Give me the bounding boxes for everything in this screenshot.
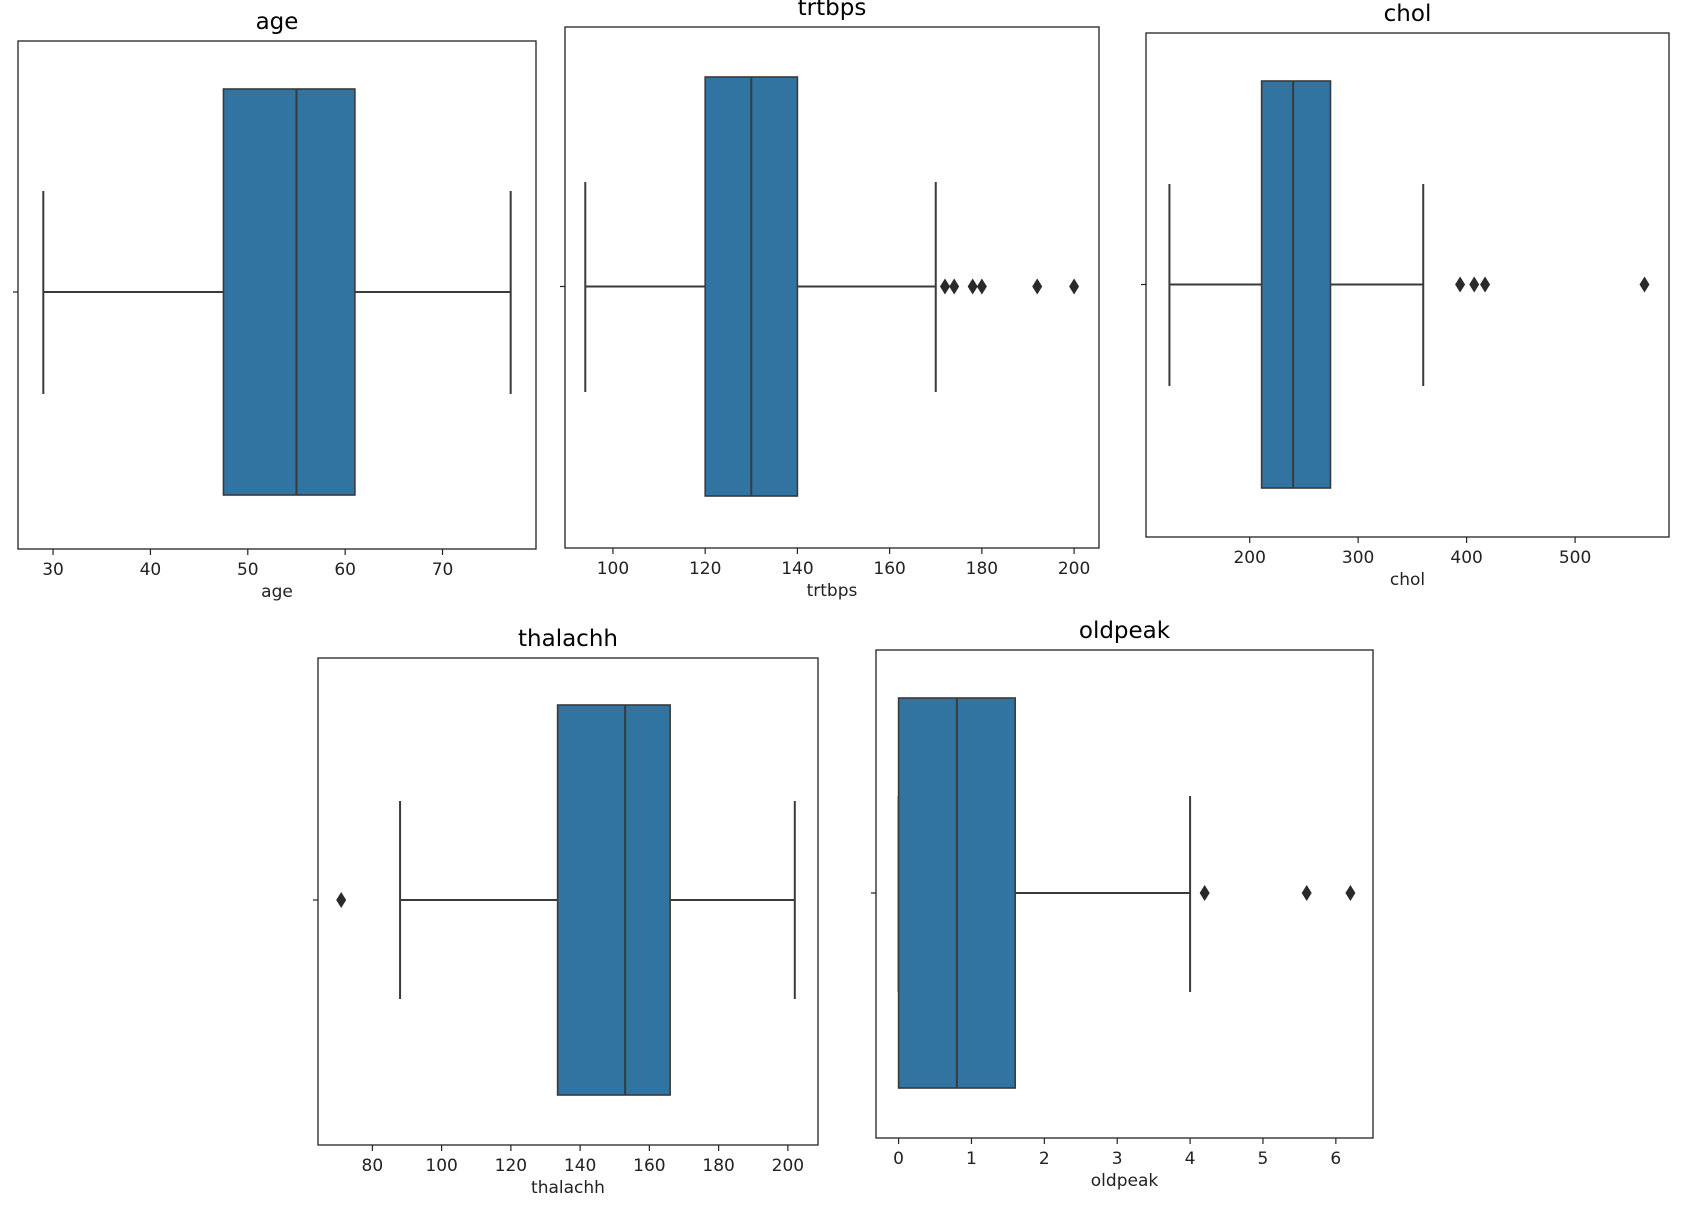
x-tick-label: 70 (432, 560, 454, 580)
outlier-point (1032, 278, 1043, 295)
chart-title: age (256, 9, 299, 35)
x-tick-label: 100 (597, 559, 629, 579)
plot-frame (875, 649, 1374, 1139)
x-tick-label: 160 (633, 1156, 665, 1176)
x-tick-label: 300 (1342, 548, 1374, 568)
outlier-point (1455, 276, 1466, 293)
x-tick-label: 30 (42, 560, 64, 580)
x-tick-label: 80 (362, 1156, 384, 1176)
boxplot-chol: chol 200 300 400 500 chol (1141, 1, 1670, 590)
x-tick-label: 6 (1330, 1149, 1341, 1169)
outlier-point (1469, 276, 1480, 293)
x-axis-label: age (261, 582, 293, 602)
outlier-point (1345, 885, 1356, 901)
x-tick-label: 180 (702, 1156, 734, 1176)
x-tick-label: 500 (1559, 548, 1591, 568)
chart-title: thalachh (518, 626, 618, 652)
x-tick-label: 200 (1233, 548, 1265, 568)
x-tick-label: 2 (1039, 1149, 1050, 1169)
outlier-point (1301, 885, 1312, 901)
iqr-box (556, 704, 671, 1096)
boxplot-age: age 30 40 50 60 70 age (13, 9, 537, 602)
iqr-box (1260, 80, 1332, 489)
outlier-point (336, 892, 347, 908)
iqr-box (222, 88, 356, 496)
x-tick-label: 120 (495, 1156, 527, 1176)
x-tick-label: 120 (689, 559, 721, 579)
x-tick-label: 5 (1258, 1149, 1269, 1169)
outlier-point (976, 278, 987, 295)
x-tick-label: 1 (966, 1149, 977, 1169)
x-axis-label: trtbps (807, 581, 858, 601)
x-tick-label: 160 (873, 559, 905, 579)
x-tick-label: 50 (237, 560, 259, 580)
x-tick-label: 140 (781, 559, 813, 579)
x-tick-label: 0 (893, 1149, 904, 1169)
x-tick-label: 3 (1112, 1149, 1123, 1169)
plot-frame (564, 26, 1100, 549)
x-tick-label: 400 (1450, 548, 1482, 568)
x-axis-label: thalachh (531, 1178, 605, 1198)
outlier-point (1480, 276, 1491, 293)
x-axis-label: chol (1390, 570, 1425, 590)
chart-title: trtbps (798, 0, 867, 21)
plot-frame (17, 40, 537, 550)
outlier-point (967, 278, 978, 295)
x-tick-label: 100 (425, 1156, 457, 1176)
outlier-point (1639, 276, 1650, 293)
x-tick-label: 200 (1058, 559, 1090, 579)
x-axis-label: oldpeak (1091, 1171, 1159, 1191)
x-tick-label: 60 (334, 560, 356, 580)
outlier-point (1199, 885, 1210, 901)
x-tick-label: 140 (564, 1156, 596, 1176)
plot-frame (317, 657, 819, 1146)
boxplot-oldpeak: oldpeak 0 1 2 3 4 5 6 oldpeak (871, 618, 1374, 1191)
boxplot-thalachh: thalachh 80 100 120 140 160 180 200 thalachh (313, 626, 819, 1198)
chart-title: oldpeak (1079, 618, 1171, 644)
boxplot-trtbps: trtbps 100 120 140 160 180 200 trtbps (560, 0, 1100, 601)
x-tick-label: 180 (966, 559, 998, 579)
outlier-point (949, 278, 960, 295)
x-tick-label: 4 (1185, 1149, 1196, 1169)
chart-title: chol (1384, 1, 1432, 27)
x-tick-label: 40 (140, 560, 162, 580)
x-tick-label: 200 (772, 1156, 804, 1176)
outlier-point (939, 278, 950, 295)
outlier-point (1069, 278, 1080, 295)
